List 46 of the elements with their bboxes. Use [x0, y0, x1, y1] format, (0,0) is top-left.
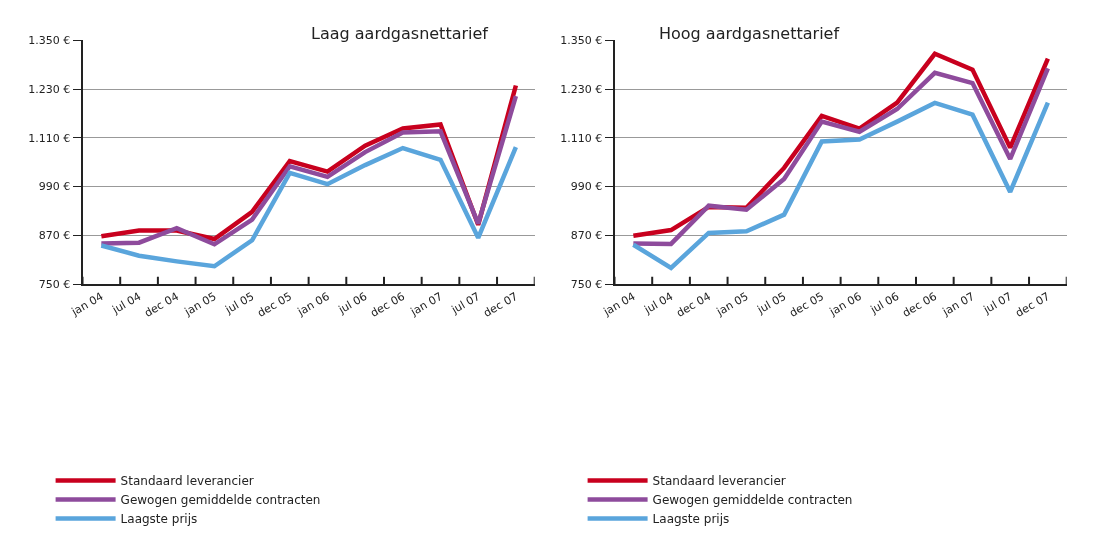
y-tick-label: 1.350 €	[28, 34, 71, 48]
legend-label: Standaard leverancier	[120, 474, 254, 489]
x-tick-label: jul 05	[222, 289, 257, 317]
x-tick-label: jan 05	[181, 289, 219, 319]
x-tick-label: dec 06	[368, 289, 408, 320]
y-tick-label: 1.350 €	[560, 34, 603, 48]
x-tick-label: jan 04	[600, 289, 638, 319]
x-tick-label: dec 07	[481, 289, 521, 320]
line-series	[631, 100, 1051, 271]
x-tick-label: jan 06	[826, 289, 864, 319]
y-tick-label: 750 €	[570, 277, 603, 291]
x-tick-label: jan 06	[294, 289, 332, 319]
x-tick-label: jul 07	[448, 289, 483, 317]
x-tick-label: jan 07	[407, 289, 445, 319]
x-tick-label: jan 04	[68, 289, 106, 319]
y-tick-label: 870 €	[38, 229, 71, 243]
y-tick-label: 870 €	[570, 229, 603, 243]
x-tick-label: dec 05	[255, 289, 295, 320]
line-series	[99, 144, 519, 269]
y-tick-label: 990 €	[38, 180, 71, 194]
y-tick-label: 990 €	[570, 180, 603, 194]
x-tick-label: jul 05	[754, 289, 789, 317]
x-tick-label: jul 04	[641, 289, 676, 317]
x-tick-label: dec 06	[900, 289, 940, 320]
y-tick-label: 1.110 €	[560, 131, 603, 145]
legend-label: Gewogen gemiddelde contracten	[120, 493, 321, 508]
legend-label: Standaard leverancier	[652, 474, 786, 489]
y-tick-label: 750 €	[38, 277, 71, 291]
x-tick-label: jul 07	[980, 289, 1015, 317]
x-tick-label: jul 06	[335, 289, 370, 317]
x-tick-label: jul 04	[109, 289, 144, 317]
x-tick-label: jan 05	[713, 289, 751, 319]
legend-label: Gewogen gemiddelde contracten	[652, 493, 853, 508]
x-tick-label: dec 04	[674, 289, 713, 320]
legend-label: Laagste prijs	[652, 512, 730, 527]
chart-title: Hoog aardgasnettarief	[659, 24, 840, 43]
x-tick-label: jul 06	[867, 289, 902, 317]
legend-label: Laagste prijs	[120, 512, 198, 527]
x-tick-label: dec 04	[142, 289, 181, 320]
y-tick-label: 1.230 €	[560, 82, 603, 96]
y-tick-label: 1.110 €	[28, 131, 71, 145]
y-tick-label: 1.230 €	[28, 82, 71, 96]
x-tick-label: jan 07	[939, 289, 977, 319]
x-tick-label: dec 05	[787, 289, 827, 320]
x-tick-label: dec 07	[1013, 289, 1053, 320]
chart-title: Laag aardgasnettarief	[311, 24, 489, 43]
